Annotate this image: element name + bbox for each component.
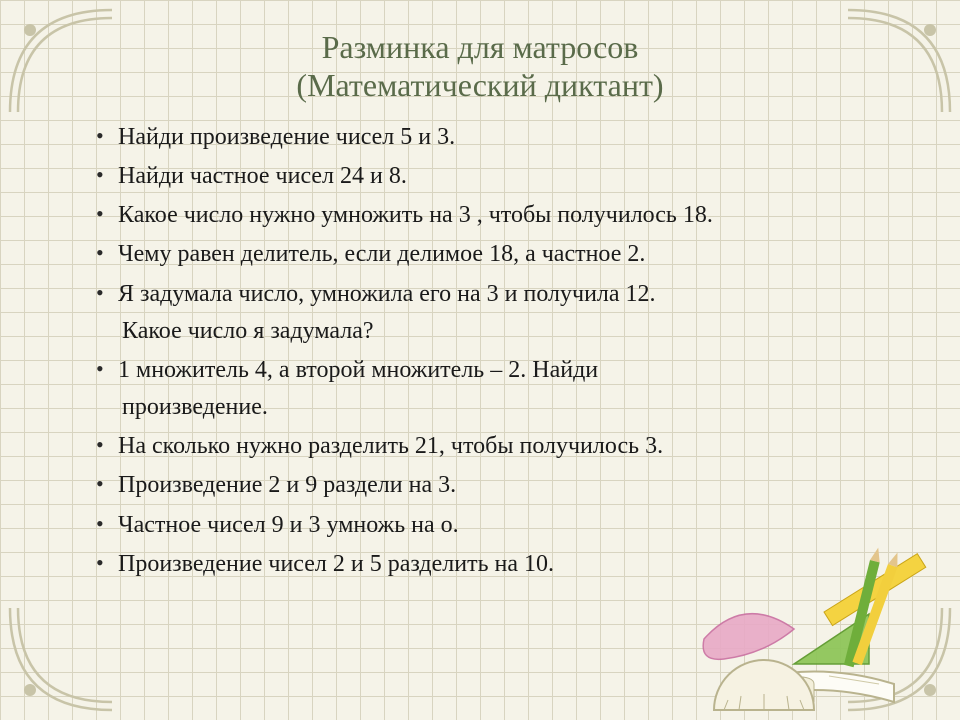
list-text: Найди произведение чисел 5 и 3. <box>118 124 455 150</box>
slide-title: Разминка для матросов (Математический ди… <box>60 28 900 105</box>
list-text: На сколько нужно разделить 21, чтобы пол… <box>118 433 663 459</box>
list-item: Какое число нужно умножить на 3 , чтобы … <box>96 197 900 234</box>
list-item: На сколько нужно разделить 21, чтобы пол… <box>96 428 900 465</box>
list-item: 1 множитель 4, а второй множитель – 2. Н… <box>96 352 900 426</box>
list-cont: произведение. <box>118 389 900 426</box>
bullet-list: Найди произведение чисел 5 и 3. Найди ча… <box>60 119 900 583</box>
list-item: Найди частное чисел 24 и 8. <box>96 158 900 195</box>
list-item: Я задумала число, умножила его на 3 и по… <box>96 276 900 350</box>
list-item: Произведение чисел 2 и 5 разделить на 10… <box>96 546 900 583</box>
list-item: Чему равен делитель, если делимое 18, а … <box>96 236 900 273</box>
list-text: Чему равен делитель, если делимое 18, а … <box>118 241 645 267</box>
list-text: 1 множитель 4, а второй множитель – 2. Н… <box>118 357 598 383</box>
list-item: Произведение 2 и 9 раздели на 3. <box>96 467 900 504</box>
title-line-2: (Математический диктант) <box>60 66 900 104</box>
list-text: Частное чисел 9 и 3 умножь на о. <box>118 512 459 538</box>
slide-content: Разминка для матросов (Математический ди… <box>60 28 900 585</box>
list-text: Я задумала число, умножила его на 3 и по… <box>118 281 656 307</box>
list-item: Частное чисел 9 и 3 умножь на о. <box>96 507 900 544</box>
list-text: Произведение чисел 2 и 5 разделить на 10… <box>118 551 554 577</box>
list-text: Найди частное чисел 24 и 8. <box>118 163 407 189</box>
list-text: Какое число нужно умножить на 3 , чтобы … <box>118 202 713 228</box>
list-text: Произведение 2 и 9 раздели на 3. <box>118 472 456 498</box>
title-line-1: Разминка для матросов <box>60 28 900 66</box>
list-cont: Какое число я задумала? <box>118 313 900 350</box>
list-item: Найди произведение чисел 5 и 3. <box>96 119 900 156</box>
